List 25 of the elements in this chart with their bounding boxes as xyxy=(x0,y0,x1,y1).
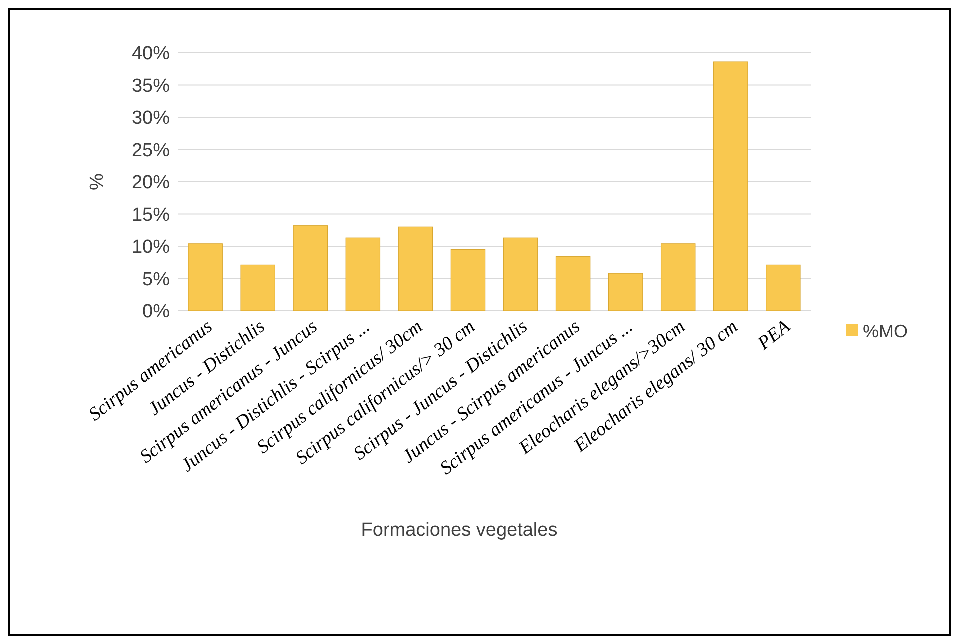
bar xyxy=(450,249,486,312)
y-tick-label: 40% xyxy=(132,44,170,65)
bar xyxy=(188,244,223,312)
y-tick-label: 35% xyxy=(132,76,170,97)
bar xyxy=(398,226,434,312)
y-tick-label: 20% xyxy=(132,172,170,194)
y-tick-label: 5% xyxy=(142,269,170,290)
y-tick-label: 25% xyxy=(132,140,170,162)
y-tick-label: 10% xyxy=(132,237,170,258)
y-axis-title: % xyxy=(87,173,108,190)
bar xyxy=(346,238,381,312)
bar xyxy=(766,264,801,312)
y-tick-label: 0% xyxy=(142,302,170,323)
bar xyxy=(556,256,591,312)
bar xyxy=(714,62,748,312)
bar xyxy=(293,226,328,312)
bar xyxy=(240,264,276,312)
legend-label: %MO xyxy=(863,321,908,342)
y-tick-label: 15% xyxy=(132,204,170,226)
bar xyxy=(608,273,644,312)
x-tick-label: PEA xyxy=(753,316,795,355)
x-axis-title: Formaciones vegetales xyxy=(361,520,558,541)
bar xyxy=(503,238,538,312)
y-tick-label: 30% xyxy=(132,108,170,130)
bar xyxy=(660,244,696,312)
